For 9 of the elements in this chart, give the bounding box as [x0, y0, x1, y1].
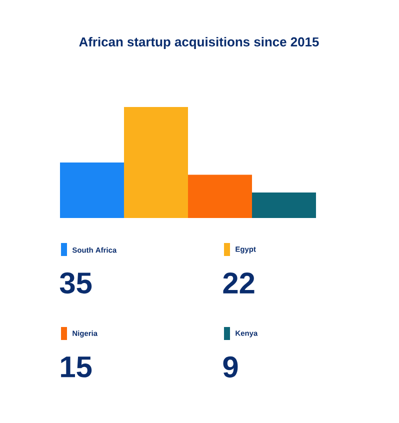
data-label: 22: [223, 272, 254, 294]
bar: [252, 192, 316, 218]
data-label: 35: [60, 272, 92, 294]
data-label: 15: [61, 356, 92, 378]
data-label: 9: [223, 356, 238, 378]
bar: [188, 174, 252, 218]
bar: [60, 162, 124, 218]
bar: [124, 106, 188, 218]
chart-title: African startup acquisitions since 2015: [79, 36, 319, 50]
